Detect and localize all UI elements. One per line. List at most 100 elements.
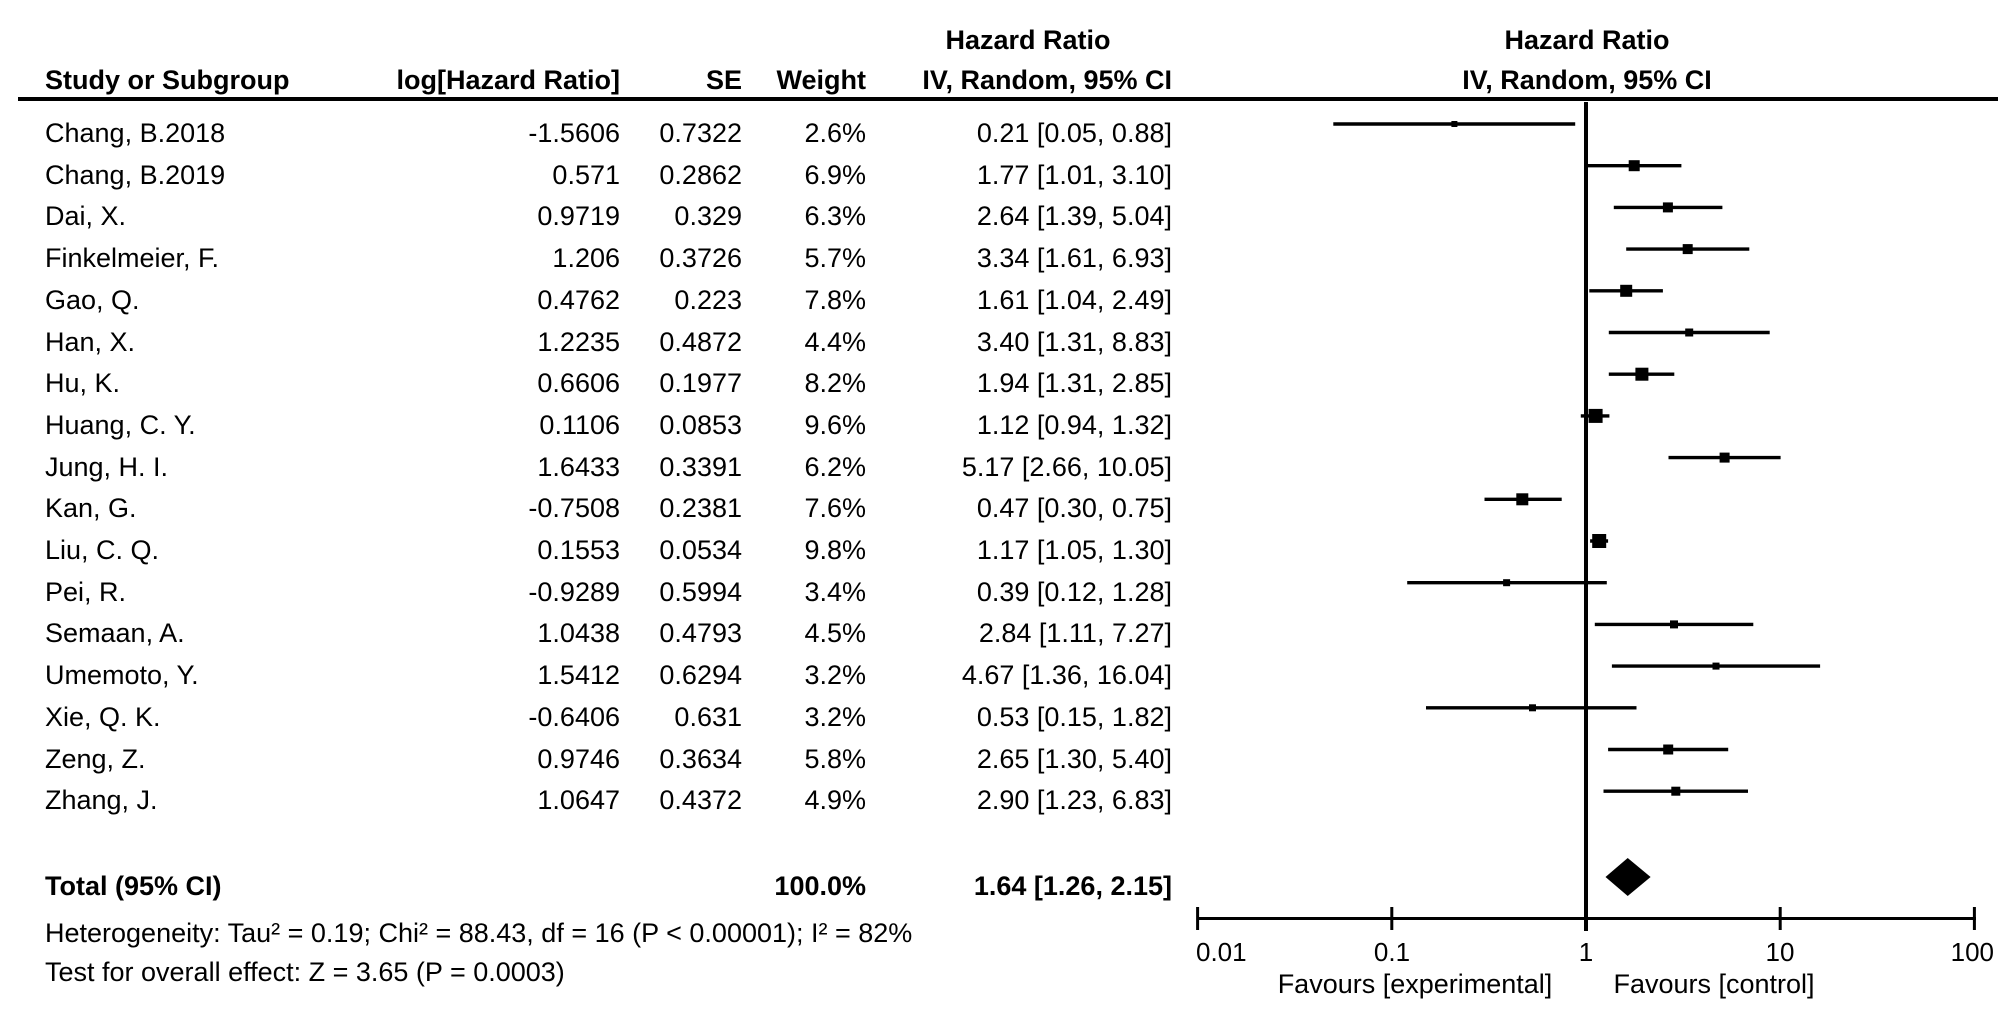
study-se: 0.1977 [659, 368, 742, 399]
study-se: 0.0534 [659, 535, 742, 565]
study-log-hr: 0.9719 [537, 201, 620, 232]
study-weight: 4.9% [804, 785, 866, 816]
axis-tick-label-10: 10 [1765, 937, 1795, 967]
study-weight: 9.8% [804, 535, 866, 565]
study-name: Chang, B.2018 [45, 118, 226, 148]
study-ci-text: 1.77 [1.01, 3.10] [976, 159, 1172, 190]
study-weight: 3.2% [804, 660, 866, 691]
header-study-or-subgroup: Study or Subgroup [45, 65, 290, 95]
study-row: Finkelmeier, F. 1.206 0.3726 5.7% 3.34 [… [0, 242, 2008, 274]
total-ci-text: 1.64 [1.26, 2.15] [973, 871, 1172, 901]
axis-tick-label-100: 100 [1950, 937, 1994, 967]
study-row: Xie, Q. K. -0.6406 0.631 3.2% 0.53 [0.15… [0, 701, 2008, 733]
study-log-hr: 1.0647 [537, 785, 620, 816]
header-se: SE [705, 65, 742, 95]
study-ci-text: 1.61 [1.04, 2.49] [976, 284, 1172, 315]
study-weight: 6.3% [804, 201, 866, 232]
study-log-hr: -1.5606 [528, 118, 620, 148]
study-se: 0.4372 [659, 785, 742, 816]
study-name: Han, X. [45, 326, 136, 357]
study-weight: 4.4% [804, 326, 866, 357]
study-log-hr: 0.1553 [537, 535, 620, 565]
study-ci-text: 3.40 [1.31, 8.83] [976, 326, 1172, 357]
study-row: Huang, C. Y. 0.1106 0.0853 9.6% 1.12 [0.… [0, 409, 2008, 441]
study-se: 0.3726 [659, 243, 742, 274]
study-name: Gao, Q. [45, 284, 140, 315]
study-se: 0.3391 [659, 451, 742, 482]
study-name: Kan, G. [45, 493, 137, 524]
study-ci-text: 1.12 [0.94, 1.32] [976, 409, 1172, 440]
axis-tick-label-0.01: 0.01 [1196, 937, 1247, 967]
study-name: Finkelmeier, F. [45, 243, 220, 274]
study-se: 0.329 [674, 201, 742, 232]
heterogeneity-note: Heterogeneity: Tau² = 0.19; Chi² = 88.43… [45, 918, 913, 948]
header-ci-plot-column: IV, Random, 95% CI [1462, 65, 1712, 95]
study-se: 0.2862 [659, 159, 742, 190]
favours-control-label: Favours [control] [1613, 969, 1815, 999]
study-row: Hu, K. 0.6606 0.1977 8.2% 1.94 [1.31, 2.… [0, 367, 2008, 399]
study-weight: 6.9% [804, 159, 866, 190]
study-se: 0.3634 [659, 743, 742, 774]
study-weight: 7.6% [804, 493, 866, 524]
study-log-hr: 1.5412 [537, 660, 620, 691]
study-se: 0.5994 [659, 576, 742, 607]
study-ci-text: 0.53 [0.15, 1.82] [976, 701, 1172, 732]
study-log-hr: 1.0438 [537, 618, 620, 649]
study-ci-text: 0.21 [0.05, 0.88] [976, 118, 1172, 148]
study-row: Chang, B.2018 -1.5606 0.7322 2.6% 0.21 [… [0, 117, 2008, 149]
header-ci-text-column: IV, Random, 95% CI [922, 65, 1172, 95]
study-weight: 9.6% [804, 409, 866, 440]
study-name: Zeng, Z. [45, 743, 146, 774]
study-ci-text: 1.94 [1.31, 2.85] [976, 368, 1172, 399]
study-weight: 4.5% [804, 618, 866, 649]
study-name: Semaan, A. [45, 618, 185, 649]
study-ci-text: 2.84 [1.11, 7.27] [978, 618, 1172, 649]
study-row: Umemoto, Y. 1.5412 0.6294 3.2% 4.67 [1.3… [0, 659, 2008, 691]
study-se: 0.0853 [659, 409, 742, 440]
total-label: Total (95% CI) [45, 871, 222, 901]
study-log-hr: 1.6433 [537, 451, 620, 482]
study-ci-text: 4.67 [1.36, 16.04] [961, 660, 1172, 691]
study-se: 0.2381 [659, 493, 742, 524]
study-name: Dai, X. [45, 201, 127, 232]
study-weight: 3.4% [804, 576, 866, 607]
study-row: Liu, C. Q. 0.1553 0.0534 9.8% 1.17 [1.05… [0, 534, 2008, 566]
study-ci-text: 1.17 [1.05, 1.30] [976, 535, 1172, 565]
study-log-hr: -0.9289 [528, 576, 620, 607]
study-log-hr: 0.571 [552, 159, 620, 190]
study-row: Gao, Q. 0.4762 0.223 7.8% 1.61 [1.04, 2.… [0, 284, 2008, 316]
study-name: Xie, Q. K. [45, 701, 161, 732]
study-log-hr: 0.1106 [539, 409, 620, 440]
study-se: 0.4872 [659, 326, 742, 357]
study-name: Jung, H. I. [45, 451, 169, 482]
study-ci-text: 0.39 [0.12, 1.28] [976, 576, 1172, 607]
study-ci-text: 0.47 [0.30, 0.75] [976, 493, 1172, 524]
study-se: 0.223 [674, 284, 742, 315]
study-ci-text: 2.90 [1.23, 6.83] [976, 785, 1172, 816]
header-hazard-ratio-text-column: Hazard Ratio [945, 25, 1111, 55]
study-row: Chang, B.2019 0.571 0.2862 6.9% 1.77 [1.… [0, 159, 2008, 191]
study-name: Hu, K. [45, 368, 121, 399]
header-rule [18, 97, 1998, 101]
study-row: Kan, G. -0.7508 0.2381 7.6% 0.47 [0.30, … [0, 492, 2008, 524]
study-se: 0.4793 [659, 618, 742, 649]
study-log-hr: 1.2235 [537, 326, 620, 357]
study-log-hr: 0.4762 [537, 284, 620, 315]
header-weight: Weight [776, 65, 867, 95]
study-log-hr: -0.7508 [528, 493, 620, 524]
study-ci-text: 3.34 [1.61, 6.93] [976, 243, 1172, 274]
study-weight: 6.2% [804, 451, 866, 482]
study-row: Zeng, Z. 0.9746 0.3634 5.8% 2.65 [1.30, … [0, 743, 2008, 775]
study-weight: 5.8% [804, 743, 866, 774]
study-row: Han, X. 1.2235 0.4872 4.4% 3.40 [1.31, 8… [0, 326, 2008, 358]
study-log-hr: 1.206 [552, 243, 620, 274]
header-hazard-ratio-plot-column: Hazard Ratio [1504, 25, 1670, 55]
study-name: Pei, R. [45, 576, 127, 607]
study-row: Zhang, J. 1.0647 0.4372 4.9% 2.90 [1.23,… [0, 784, 2008, 816]
study-row: Jung, H. I. 1.6433 0.3391 6.2% 5.17 [2.6… [0, 451, 2008, 483]
study-ci-text: 5.17 [2.66, 10.05] [961, 451, 1172, 482]
study-name: Chang, B.2019 [45, 159, 226, 190]
study-name: Umemoto, Y. [45, 660, 199, 691]
study-weight: 5.7% [804, 243, 866, 274]
